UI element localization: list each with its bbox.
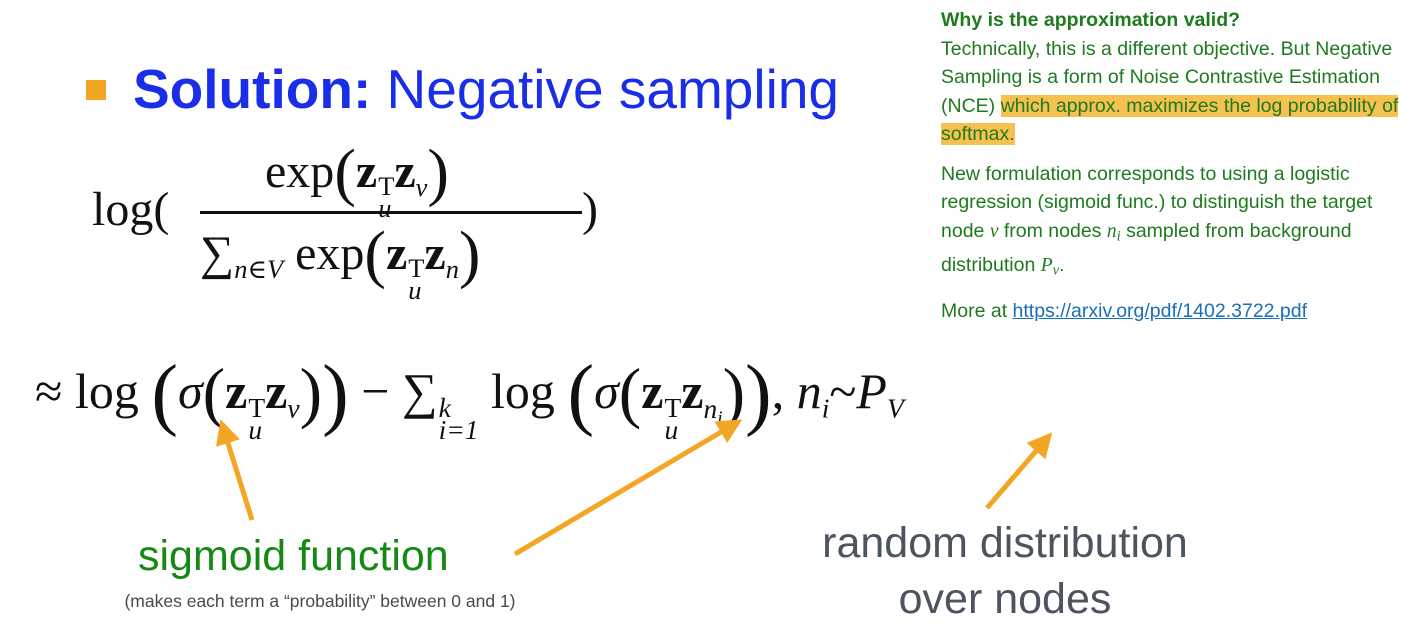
para2-c: sampled from background distribution [941,219,1352,276]
para2-v: v [989,220,999,242]
denominator-z1: z [385,227,408,280]
denominator-exp: exp [283,227,365,280]
denominator-n: n [445,254,459,285]
title-bullet [86,80,106,100]
formula1-log: log( [92,183,170,236]
sigma-2: σ [594,363,619,419]
denominator-T: T [408,253,425,284]
f2-z1: z [225,363,248,419]
tilde: ~ [829,363,857,419]
sigmoid-note: (makes each term a “probability” between… [124,591,516,611]
f2-sum: ∑ [401,363,438,419]
arrow-sigmoid-2 [513,419,743,557]
denominator-u: u [408,275,422,306]
para2-b: from nodes [998,219,1107,242]
formula2-log1: log [74,363,139,419]
para2-P: P [1040,254,1053,276]
para2-a: New formulation corresponds to using a l… [941,162,1373,242]
f2-u2: u [664,414,679,446]
title-rest: Negative sampling [371,58,840,120]
f2-z3: z [641,363,664,419]
formula1-close: ) [582,183,598,236]
para2-i: i [1116,228,1121,245]
arxiv-link[interactable]: https://arxiv.org/pdf/1402.3722.pdf [1012,299,1308,322]
slide-title: Solution: Negative sampling [133,54,839,124]
sigma-1: σ [178,363,203,419]
f2-v: v [287,392,300,424]
f2-n-sub: n [703,392,718,424]
numerator-v: v [415,172,428,203]
denominator-sum: ∑ [200,227,235,280]
formula2-log2: log [491,363,555,419]
f2-dist-n: n [796,363,822,419]
minus-sign: − [361,363,390,419]
arrow-sigmoid-1 [216,419,255,521]
f2-dist-i: i [821,392,830,424]
para1: Technically, this is a different objecti… [941,35,1409,149]
f2-z4: z [681,363,704,419]
numerator-exp: exp [265,145,335,198]
approx-symbol: ≈ [35,363,63,419]
para2-n: n [1106,220,1117,242]
f2-z2: z [265,363,288,419]
random-distribution-label: random distribution over nodes [822,519,1188,623]
f2-dist-V: V [886,392,904,424]
arrow-random [985,432,1053,510]
para1-plain: Technically, this is a different objecti… [941,37,1393,117]
para2: New formulation corresponds to using a l… [941,160,1409,285]
why-heading: Why is the approximation valid? [941,9,1241,31]
numerator-u: u [378,193,392,224]
denominator-sum-sub: n∈V [234,254,284,285]
more-line: More at https://arxiv.org/pdf/1402.3722.… [941,297,1409,326]
f2-dist-P: P [856,363,887,419]
denominator-z2: z [424,227,446,280]
numerator-z1: z [355,145,378,198]
para2-Pv: v [1052,262,1060,279]
f2-u1: u [248,414,263,446]
f2-T1: T [248,391,266,423]
f2-sum-sup: k [438,391,451,423]
fraction-line [200,211,582,214]
title-bold: Solution: [133,58,372,120]
para2-end: . [1059,253,1065,276]
sigmoid-label: sigmoid function [138,532,449,580]
numerator-z2: z [394,145,416,198]
f2-sum-sub: i=1 [438,414,479,446]
numerator-T: T [378,171,395,202]
f2-i-subsub: i [717,407,723,429]
side-panel: Why is the approximation valid? Technica… [941,6,1409,325]
f2-T2: T [664,391,682,423]
more-prefix: More at [941,299,1013,322]
